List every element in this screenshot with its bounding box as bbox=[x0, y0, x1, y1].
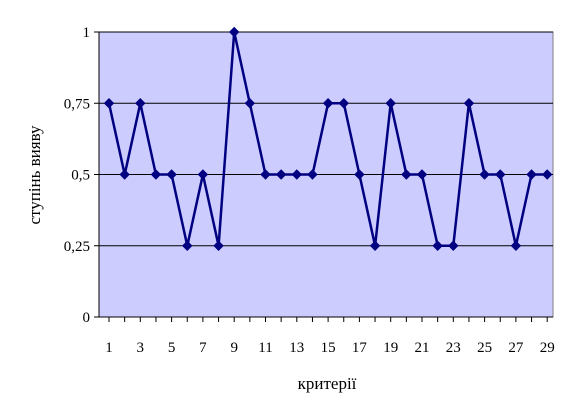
data-point-marker bbox=[463, 98, 475, 109]
data-point-marker bbox=[448, 240, 459, 251]
data-point-marker bbox=[244, 98, 256, 109]
y-tick-label: 0,5 bbox=[71, 168, 90, 184]
data-point-marker bbox=[354, 169, 365, 180]
x-tick-labels: 1 3 5 7 9 11 13 15 17 19 21 23 25 27 29 bbox=[105, 340, 554, 356]
data-point-marker bbox=[260, 169, 271, 180]
data-point-marker bbox=[338, 98, 349, 109]
x-tick-label: 5 bbox=[168, 340, 176, 356]
y-tick-label: 0 bbox=[83, 310, 91, 326]
data-point-marker bbox=[213, 240, 224, 251]
x-tick-label: 21 bbox=[415, 340, 430, 356]
data-point-marker bbox=[150, 169, 162, 180]
data-point-marker bbox=[479, 169, 490, 180]
x-tick-label: 29 bbox=[540, 340, 555, 356]
x-tick-label: 9 bbox=[230, 340, 238, 356]
axes bbox=[94, 31, 553, 322]
x-tick-label: 23 bbox=[446, 340, 461, 356]
data-point-marker bbox=[166, 169, 177, 180]
x-tick-label: 19 bbox=[383, 340, 398, 356]
data-point-marker bbox=[103, 98, 115, 109]
x-tick-label: 13 bbox=[289, 340, 304, 356]
data-point-marker bbox=[416, 169, 428, 180]
data-point-marker bbox=[275, 169, 287, 180]
data-point-marker bbox=[385, 98, 396, 109]
x-tick-label: 11 bbox=[258, 340, 272, 356]
data-point-marker bbox=[510, 240, 522, 251]
data-point-marker bbox=[135, 98, 146, 109]
y-axis-title: ступінь вияву bbox=[25, 125, 44, 225]
data-point-marker bbox=[369, 240, 381, 251]
data-point-marker bbox=[432, 240, 443, 251]
x-tick-label: 1 bbox=[105, 340, 113, 356]
data-point-marker bbox=[307, 169, 318, 180]
data-point-marker bbox=[182, 240, 193, 251]
data-point-marker bbox=[541, 169, 553, 180]
x-axis-title: критерії bbox=[298, 374, 357, 393]
data-point-marker bbox=[322, 98, 334, 109]
data-point-marker bbox=[197, 169, 209, 180]
y-tick-label: 0,75 bbox=[64, 96, 90, 112]
x-tick-label: 27 bbox=[508, 340, 524, 356]
y-tick-label: 0,25 bbox=[64, 239, 90, 255]
data-point-marker bbox=[495, 169, 506, 180]
x-tick-label: 25 bbox=[477, 340, 492, 356]
data-point-marker bbox=[291, 169, 303, 180]
y-tick-labels: 0 0,25 0,5 0,75 1 bbox=[64, 25, 90, 326]
data-point-marker bbox=[228, 26, 240, 38]
data-point-marker bbox=[119, 169, 130, 180]
data-point-marker bbox=[526, 169, 537, 180]
x-tick-label: 15 bbox=[321, 340, 336, 356]
x-tick-label: 3 bbox=[137, 340, 145, 356]
data-point-marker bbox=[401, 169, 412, 180]
x-tick-label: 7 bbox=[199, 340, 207, 356]
series-markers bbox=[103, 26, 553, 251]
x-tick-label: 17 bbox=[352, 340, 368, 356]
y-tick-label: 1 bbox=[83, 25, 91, 41]
